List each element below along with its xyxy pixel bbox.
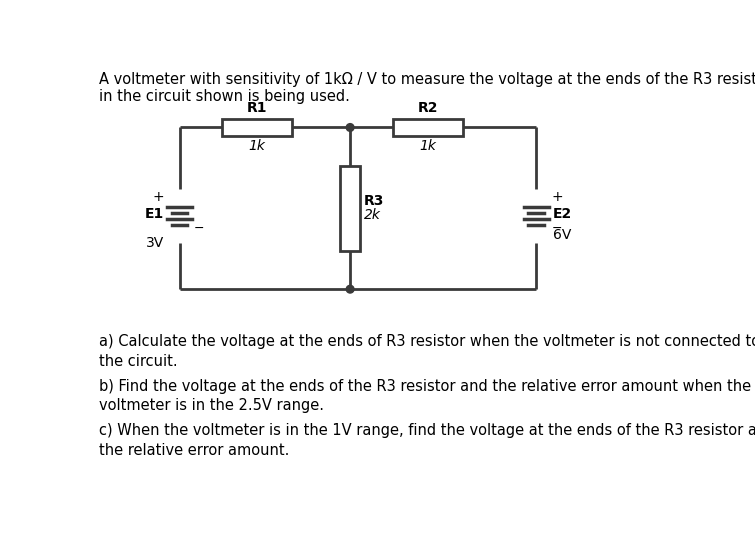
Text: R1: R1 (247, 101, 267, 115)
Text: E2: E2 (553, 208, 572, 221)
Text: 1k: 1k (248, 139, 266, 153)
Text: A voltmeter with sensitivity of 1kΩ / V to measure the voltage at the ends of th: A voltmeter with sensitivity of 1kΩ / V … (99, 72, 755, 104)
Text: −: − (552, 222, 562, 235)
Circle shape (347, 124, 354, 131)
Text: 6V: 6V (553, 228, 572, 242)
Text: E1: E1 (145, 208, 164, 221)
Text: R3: R3 (364, 194, 384, 209)
Bar (340, 166, 360, 251)
Circle shape (347, 285, 354, 293)
Text: 1k: 1k (419, 139, 436, 153)
Text: a) Calculate the voltage at the ends of R3 resistor when the voltmeter is not co: a) Calculate the voltage at the ends of … (99, 334, 755, 368)
Bar (222, 119, 292, 136)
Bar (393, 119, 463, 136)
Text: b) Find the voltage at the ends of the R3 resistor and the relative error amount: b) Find the voltage at the ends of the R… (99, 378, 751, 413)
Text: +: + (552, 190, 563, 204)
Text: −: − (193, 222, 204, 235)
Text: +: + (153, 190, 164, 204)
Text: 3V: 3V (146, 236, 164, 250)
Text: c) When the voltmeter is in the 1V range, find the voltage at the ends of the R3: c) When the voltmeter is in the 1V range… (99, 423, 755, 458)
Text: 2k: 2k (364, 208, 381, 222)
Text: R2: R2 (418, 101, 438, 115)
